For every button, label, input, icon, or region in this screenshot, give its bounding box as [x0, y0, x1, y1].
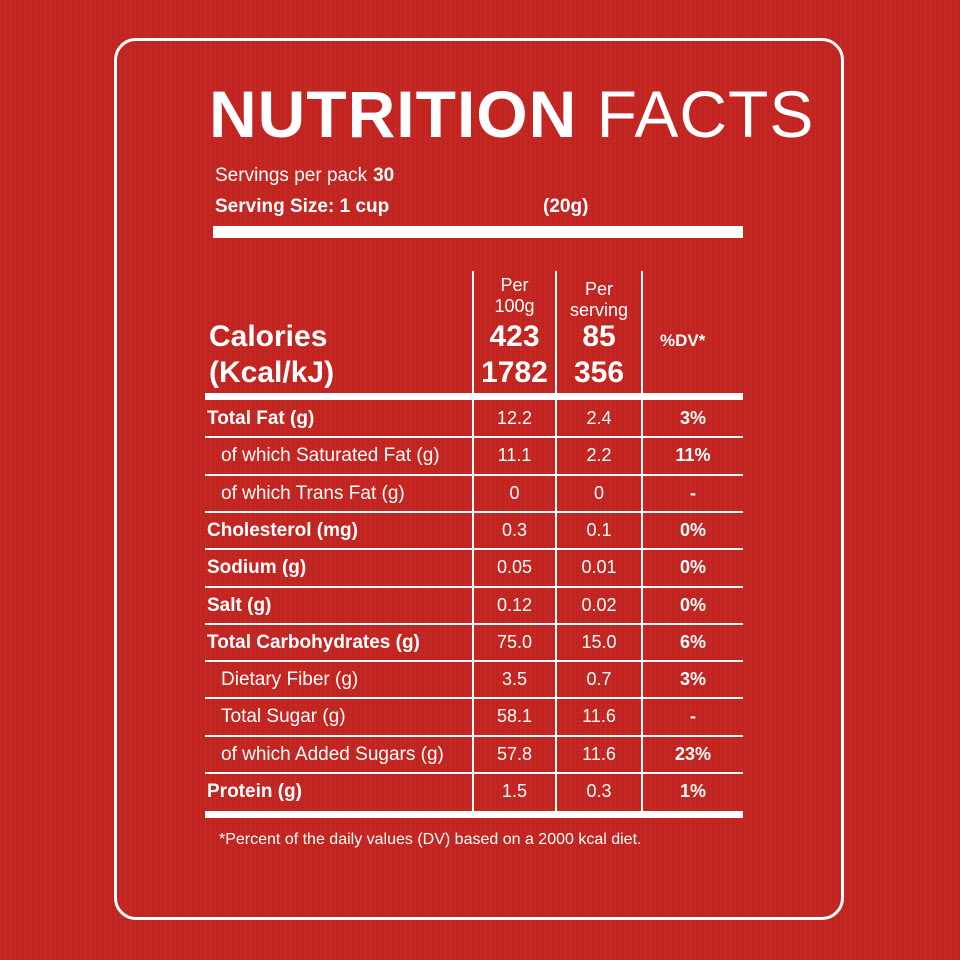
nutrient-label: of which Saturated Fat (g): [221, 445, 440, 467]
serving-size: Serving Size: 1 cup (20g): [215, 196, 588, 218]
row-divider: [205, 697, 743, 700]
table-row: Salt (g) 0.12 0.02 0%: [205, 587, 743, 624]
nutrition-panel: NUTRITION FACTS Servings per pack 30 Serv…: [114, 38, 844, 920]
nutrient-label: Dietary Fiber (g): [221, 669, 359, 691]
value-daily-percent: 6%: [679, 631, 706, 652]
value-per100g: 11.1: [497, 445, 532, 466]
servings-label: Servings per pack: [215, 165, 368, 186]
value-per-serving: 0.01: [581, 557, 617, 578]
value-per100g: 12.2: [496, 408, 533, 428]
nutrient-label: Total Carbohydrates (g): [207, 631, 420, 653]
value-per100g: 1.5: [501, 781, 528, 801]
value-per100g: 0.05: [496, 557, 533, 578]
value-daily-percent: 3%: [679, 408, 706, 428]
table-row: Cholesterol (mg) 0.3 0.1 0%: [205, 512, 743, 549]
calories-perserv-kj: 356: [573, 356, 625, 389]
calories-per100-kcal: 423: [489, 320, 540, 353]
value-per-serving: 11.6: [582, 706, 616, 727]
value-daily-percent: 0%: [679, 594, 706, 615]
row-divider: [205, 660, 743, 663]
nutrient-label: Protein (g): [207, 781, 302, 802]
value-per100g: 57.8: [496, 743, 533, 764]
divider-calories: [205, 393, 743, 400]
column-divider: [555, 271, 557, 813]
row-divider: [205, 622, 743, 625]
row-divider: [205, 510, 743, 513]
calories-unit-label: (Kcal/kJ): [209, 356, 335, 389]
servings-per-pack: Servings per pack 30: [215, 165, 394, 187]
value-per-serving: 15.0: [581, 631, 617, 652]
value-daily-percent: 0%: [679, 519, 706, 540]
calories-label: Calories: [209, 320, 328, 353]
value-per-serving: 11.6: [582, 743, 616, 764]
column-divider: [472, 271, 474, 813]
page-title: NUTRITION FACTS: [209, 69, 814, 159]
table-row: of which Saturated Fat (g) 11.1 2.2 11%: [205, 437, 743, 474]
value-daily-percent: 1%: [679, 781, 706, 801]
title-light: FACTS: [596, 77, 815, 151]
row-divider: [205, 548, 743, 551]
value-per-serving: 0.7: [586, 669, 612, 690]
calories-perserv-kcal: 85: [582, 320, 616, 353]
table-row: Dietary Fiber (g) 3.5 0.7 3%: [205, 661, 743, 698]
footnote: *Percent of the daily values (DV) based …: [219, 831, 642, 848]
row-divider: [205, 734, 743, 737]
serving-size-weight: (20g): [543, 196, 589, 217]
value-per-serving: 0.1: [586, 519, 612, 540]
value-per100g: 0.12: [496, 594, 533, 615]
nutrient-label: Salt (g): [207, 594, 272, 616]
table-row: Total Carbohydrates (g) 75.0 15.0 6%: [205, 624, 743, 661]
value-per-serving: 2.4: [586, 408, 612, 428]
nutrient-label: Total Sugar (g): [221, 706, 346, 728]
value-daily-percent: 23%: [674, 743, 712, 764]
value-daily-percent: 11%: [675, 445, 711, 466]
value-per100g: 75.0: [496, 631, 533, 652]
divider-bottom: [205, 811, 743, 818]
table-row: of which Added Sugars (g) 57.8 11.6 23%: [205, 736, 743, 773]
value-daily-percent: 0%: [679, 557, 706, 578]
value-per-serving: 2.2: [586, 445, 612, 466]
value-per100g: 3.5: [501, 669, 528, 690]
calories-per100-kj: 1782: [481, 356, 548, 389]
row-divider: [205, 473, 743, 476]
col-header-perserving: Per serving: [569, 279, 629, 320]
row-divider: [205, 436, 743, 439]
divider-thick: [213, 226, 743, 238]
nutrient-label: of which Trans Fat (g): [221, 482, 405, 504]
nutrient-label: Sodium (g): [207, 557, 307, 579]
nutrient-label: Cholesterol (mg): [207, 519, 358, 541]
title-bold: NUTRITION: [209, 77, 578, 151]
servings-value: 30: [373, 165, 395, 186]
row-divider: [205, 772, 743, 774]
table-row: of which Trans Fat (g) 0 0 -: [205, 475, 743, 512]
value-per-serving: 0: [593, 482, 604, 503]
col-header-dv: %DV*: [660, 331, 706, 350]
table-row: Protein (g) 1.5 0.3 1%: [205, 773, 743, 810]
col-header-per100: Per 100g: [494, 275, 535, 316]
value-daily-percent: -: [690, 706, 696, 727]
table-row: Total Sugar (g) 58.1 11.6 -: [205, 698, 743, 735]
serving-size-label: Serving Size: 1 cup: [215, 196, 390, 217]
value-daily-percent: 3%: [679, 669, 706, 690]
nutrient-label: of which Added Sugars (g): [221, 743, 444, 765]
value-per100g: 0: [509, 482, 520, 503]
nutrient-label: Total Fat (g): [207, 408, 315, 429]
table-row: Total Fat (g) 12.2 2.4 3%: [205, 400, 743, 437]
value-per-serving: 0.02: [581, 594, 617, 615]
row-divider: [205, 585, 743, 588]
nutrition-table: Per 100g Per serving %DV* Calories (Kcal…: [205, 269, 743, 859]
value-per-serving: 0.3: [586, 781, 612, 801]
value-daily-percent: -: [690, 482, 696, 503]
value-per100g: 0.3: [501, 519, 528, 540]
column-divider: [641, 271, 643, 813]
value-per100g: 58.1: [496, 706, 533, 727]
table-row: Sodium (g) 0.05 0.01 0%: [205, 549, 743, 586]
